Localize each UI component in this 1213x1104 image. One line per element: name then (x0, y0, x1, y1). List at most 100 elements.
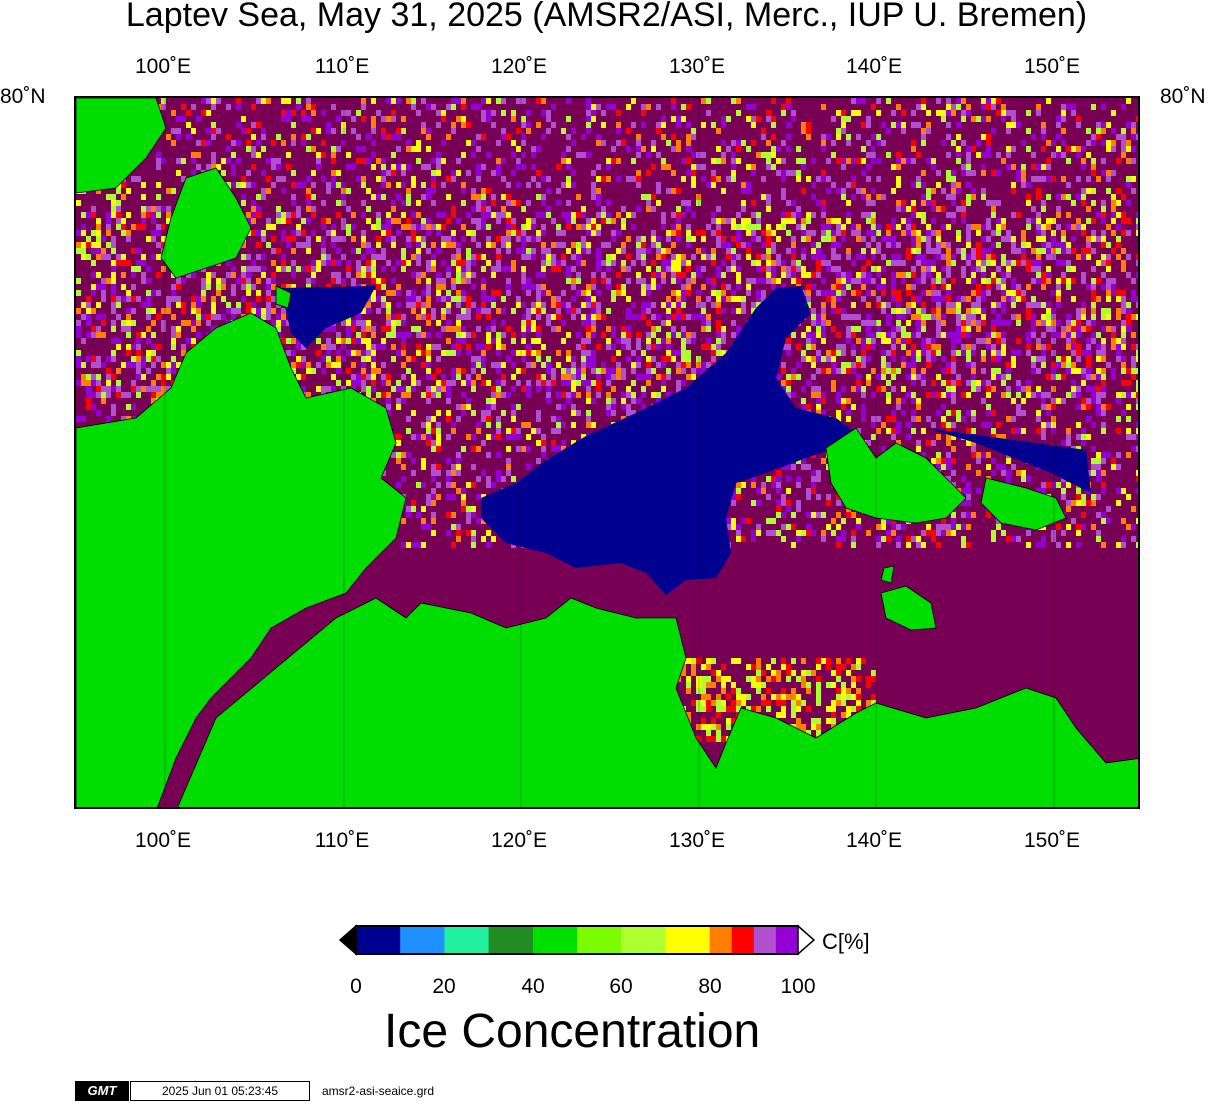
ice-pixel (871, 236, 876, 242)
ice-pixel (171, 284, 176, 290)
ice-pixel (526, 386, 531, 392)
ice-pixel (1031, 326, 1036, 332)
ice-pixel (246, 170, 251, 176)
ice-pixel (156, 224, 161, 230)
ice-pixel (491, 290, 496, 296)
ice-pixel (751, 236, 756, 242)
ice-pixel (1096, 134, 1101, 140)
ice-pixel (1091, 170, 1096, 176)
ice-pixel (931, 188, 936, 194)
ice-pixel (1076, 224, 1081, 230)
ice-pixel (1111, 332, 1116, 338)
ice-pixel (796, 218, 801, 224)
ice-pixel (516, 182, 521, 188)
ice-pixel (1041, 284, 1046, 290)
ice-pixel (156, 290, 161, 296)
ice-pixel (911, 302, 916, 308)
ice-pixel (806, 272, 811, 278)
ice-pixel (976, 140, 981, 146)
ice-pixel (821, 254, 826, 260)
ice-pixel (521, 314, 526, 320)
ice-pixel (1061, 260, 1066, 266)
ice-pixel (651, 392, 656, 398)
ice-pixel (326, 338, 331, 344)
ice-pixel (141, 374, 146, 380)
ice-pixel (336, 374, 341, 380)
ice-pixel (656, 326, 661, 332)
ice-pixel (1026, 128, 1031, 134)
ice-pixel (516, 164, 521, 170)
ice-pixel (841, 350, 846, 356)
ice-pixel (1006, 290, 1011, 296)
ice-pixel (451, 176, 456, 182)
ice-pixel (491, 242, 496, 248)
ice-pixel (831, 332, 836, 338)
ice-pixel (816, 356, 821, 362)
ice-pixel (521, 134, 526, 140)
ice-pixel (796, 224, 801, 230)
ice-pixel (1106, 272, 1111, 278)
ice-pixel (441, 236, 446, 242)
ice-pixel (936, 326, 941, 332)
ice-pixel (1116, 224, 1121, 230)
ice-pixel (696, 152, 701, 158)
ice-pixel (756, 224, 761, 230)
ice-pixel (821, 134, 826, 140)
ice-pixel (931, 314, 936, 320)
ice-pixel (621, 104, 626, 110)
ice-pixel (1076, 254, 1081, 260)
ice-pixel (581, 236, 586, 242)
ice-pixel (996, 368, 1001, 374)
ice-pixel (1046, 194, 1051, 200)
ice-pixel (281, 176, 286, 182)
ice-pixel (441, 380, 446, 386)
ice-pixel (966, 110, 971, 116)
ice-pixel (1021, 248, 1026, 254)
ice-pixel (1001, 338, 1006, 344)
ice-pixel (116, 212, 121, 218)
ice-pixel (131, 284, 136, 290)
ice-pixel (751, 140, 756, 146)
ice-pixel (891, 308, 896, 314)
ice-pixel (551, 260, 556, 266)
ice-pixel (501, 176, 506, 182)
ice-pixel (831, 254, 836, 260)
ice-pixel (946, 224, 951, 230)
ice-pixel (431, 386, 436, 392)
ice-pixel (426, 320, 431, 326)
ice-pixel (361, 170, 366, 176)
ice-pixel (1126, 98, 1131, 104)
ice-pixel (886, 302, 891, 308)
ice-pixel (686, 104, 691, 110)
ice-pixel (366, 320, 371, 326)
ice-pixel (676, 188, 681, 194)
ice-pixel (176, 284, 181, 290)
ice-pixel (996, 152, 1001, 158)
ice-pixel (516, 128, 521, 134)
ice-pixel (901, 200, 906, 206)
ice-pixel (896, 290, 901, 296)
ice-pixel (956, 236, 961, 242)
ice-pixel (96, 326, 101, 332)
ice-pixel (1121, 218, 1126, 224)
ice-pixel (206, 320, 211, 326)
ice-pixel (866, 140, 871, 146)
ice-pixel (806, 344, 811, 350)
ice-pixel (1011, 122, 1016, 128)
ice-pixel (871, 188, 876, 194)
ice-pixel (1091, 188, 1096, 194)
ice-pixel (651, 236, 656, 242)
ice-pixel (386, 314, 391, 320)
ice-pixel (116, 200, 121, 206)
ice-pixel (361, 266, 366, 272)
ice-pixel (956, 380, 961, 386)
ice-pixel (191, 158, 196, 164)
ice-pixel (1106, 314, 1111, 320)
ice-pixel (341, 218, 346, 224)
ice-pixel (371, 272, 376, 278)
ice-pixel (306, 134, 311, 140)
ice-pixel (411, 296, 416, 302)
ice-pixel (386, 116, 391, 122)
ice-pixel (361, 236, 366, 242)
ice-pixel (466, 350, 471, 356)
